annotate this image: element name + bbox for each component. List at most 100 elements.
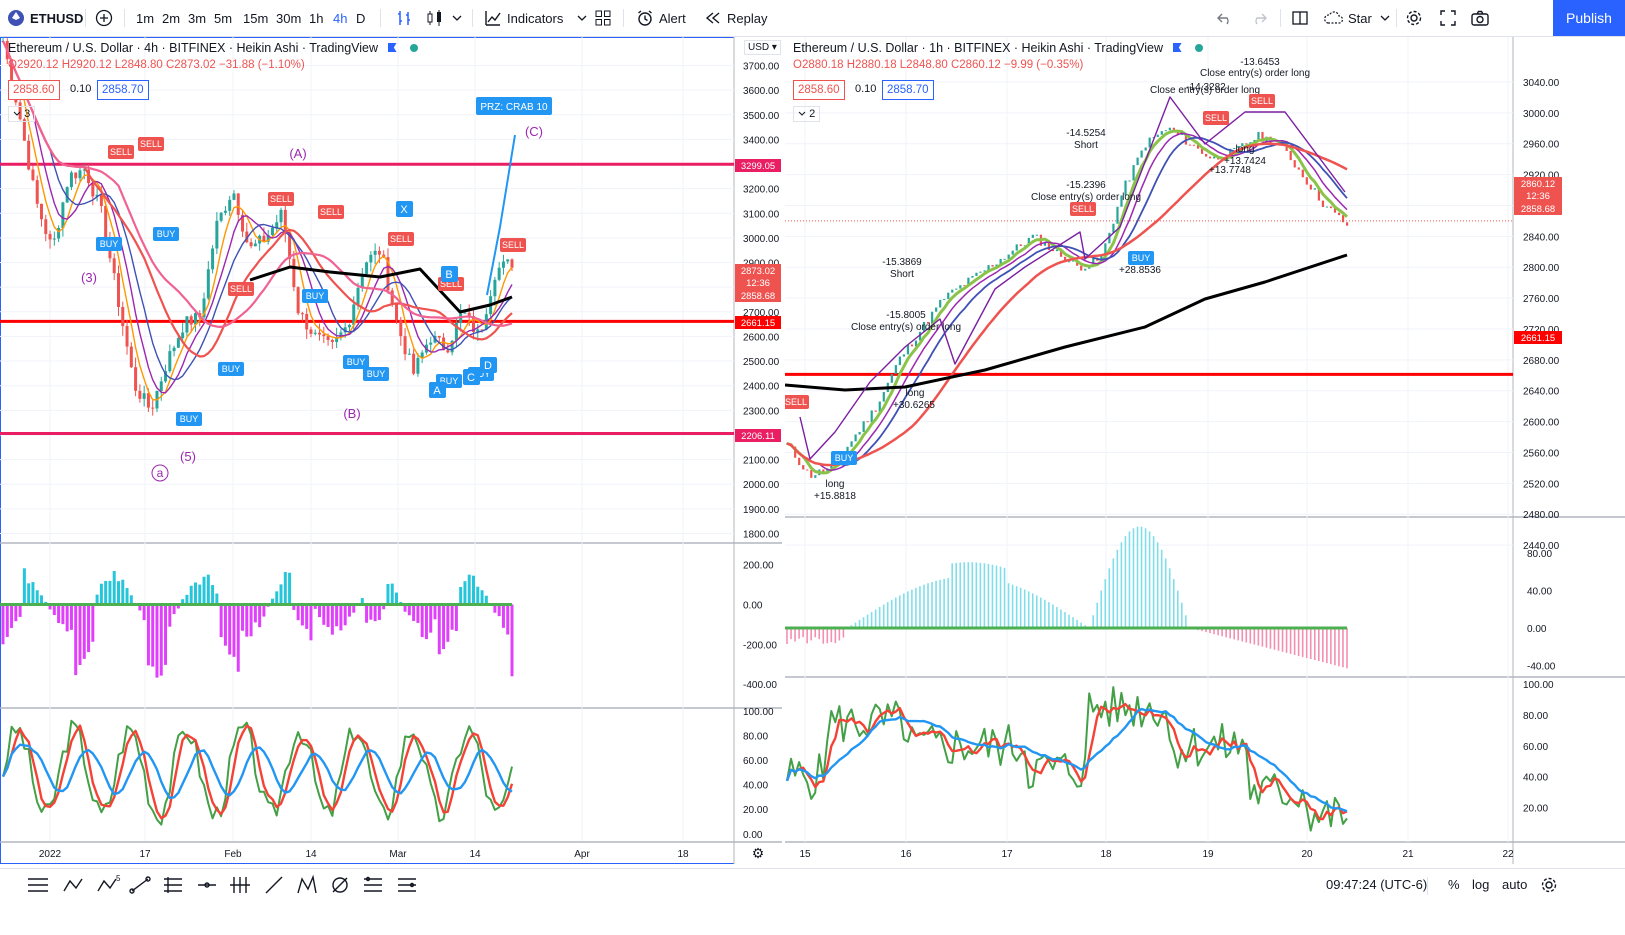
xabcd-tool-icon[interactable]	[297, 874, 317, 893]
candle	[822, 469, 825, 473]
interval-1h[interactable]: 1h	[309, 10, 324, 26]
candle	[480, 329, 484, 331]
left-ask-box[interactable]: 2858.70	[97, 80, 149, 100]
moving-average-line	[2, 40, 513, 358]
candle	[794, 446, 797, 458]
candle	[858, 431, 861, 435]
candle	[1160, 131, 1163, 135]
candle	[1257, 131, 1260, 140]
log-toggle[interactable]: log	[1472, 877, 1490, 892]
gann-tool-icon[interactable]	[332, 876, 348, 893]
signal-box	[343, 355, 369, 369]
trade-annotation: -14.3282	[1186, 82, 1226, 93]
elliott-tool-icon[interactable]: 5	[97, 874, 121, 891]
save-layout-button[interactable]: Star	[1322, 0, 1390, 36]
compare-button[interactable]	[95, 0, 113, 36]
right-chart-pane[interactable]: 3040.003000.002960.002920.002880.002840.…	[785, 37, 1625, 864]
price-tick: 2680.00	[1523, 356, 1560, 367]
candle	[1313, 188, 1316, 190]
price-tick: 3500.00	[743, 111, 780, 122]
fib-tool-icon[interactable]	[164, 876, 182, 893]
candle	[1144, 147, 1147, 151]
settings-button[interactable]	[1405, 0, 1423, 36]
left-bid-box[interactable]: 2858.60	[8, 80, 60, 100]
chart-type-button[interactable]	[396, 0, 412, 36]
candle	[181, 332, 185, 339]
price-tick: 3000.00	[743, 234, 780, 245]
alert-button[interactable]: Alert	[636, 0, 686, 36]
indicators-button[interactable]: Indicators	[484, 0, 587, 36]
left-chart-canvas[interactable]: 3700.003600.003500.003400.003300.003200.…	[0, 37, 782, 864]
symbol-search[interactable]: ETHUSD	[8, 0, 83, 36]
candle	[369, 254, 373, 263]
publish-button[interactable]: Publish	[1553, 0, 1625, 36]
candle	[1023, 245, 1026, 247]
layout-button[interactable]	[1291, 0, 1309, 36]
signal-box	[388, 232, 414, 246]
right-indicator-toggle[interactable]: 2	[793, 106, 821, 122]
trade-annotation: Close entry(s) order long	[851, 322, 961, 333]
trend-line-icon[interactable]	[129, 875, 151, 894]
wave-label: (3)	[81, 270, 97, 285]
position-tool-icon[interactable]	[398, 877, 416, 892]
auto-toggle[interactable]: auto	[1502, 877, 1528, 892]
candle	[476, 329, 480, 332]
interval-2m[interactable]: 2m	[162, 10, 181, 26]
right-chart-canvas[interactable]: 3040.003000.002960.002920.002880.002840.…	[785, 37, 1625, 864]
candle	[802, 465, 805, 470]
chart-settings-button[interactable]	[1540, 868, 1558, 901]
candle	[995, 264, 998, 267]
interval-4h[interactable]: 4h	[333, 10, 348, 26]
signal-label: SELL	[140, 139, 162, 149]
candle	[1196, 144, 1200, 149]
signal-box	[108, 145, 134, 159]
candle	[979, 271, 982, 273]
axis-price-tag	[735, 289, 781, 302]
right-ask-box[interactable]: 2858.70	[882, 80, 934, 100]
horizontal-line-icon[interactable]	[198, 881, 216, 888]
interval-1m[interactable]: 1m	[136, 10, 155, 26]
candle	[1035, 234, 1038, 236]
candle	[1124, 180, 1127, 196]
redo-button[interactable]	[1250, 0, 1268, 36]
percent-toggle[interactable]: %	[1448, 877, 1460, 892]
candle	[326, 336, 330, 340]
left-chart-pane[interactable]: 3700.003600.003500.003400.003300.003200.…	[0, 37, 782, 864]
gear-icon	[1406, 10, 1422, 26]
pattern-tool-icon[interactable]	[63, 878, 83, 891]
chevron-down-icon[interactable]	[452, 0, 462, 36]
ray-tool-icon[interactable]	[265, 876, 283, 893]
interval-30m[interactable]: 30m	[276, 10, 302, 26]
left-ohlc: O2920.12 H2920.12 L2848.80 C2873.02 −31.…	[8, 59, 305, 71]
interval-5m[interactable]: 5m	[214, 10, 233, 26]
fullscreen-button[interactable]	[1439, 0, 1457, 36]
moving-average-line	[2, 40, 513, 381]
interval-15m[interactable]: 15m	[243, 10, 269, 26]
price-tick: 2960.00	[1523, 140, 1560, 151]
interval-d[interactable]: D	[356, 10, 366, 26]
candle	[172, 347, 176, 352]
time-label: 18	[677, 849, 689, 860]
undo-button[interactable]	[1216, 0, 1234, 36]
rsi-mid-line	[785, 702, 1348, 821]
candle	[292, 258, 296, 288]
candles-button[interactable]	[426, 0, 444, 36]
alarm-clock-icon	[638, 10, 652, 26]
right-bid-box[interactable]: 2858.60	[793, 80, 845, 100]
trade-annotation: Close entry(s) order long	[1200, 68, 1310, 79]
lines-tool-icon[interactable]	[28, 877, 48, 892]
snapshot-button[interactable]	[1470, 0, 1490, 36]
channel-tool-icon[interactable]	[364, 876, 382, 892]
measure-tool-icon[interactable]	[230, 876, 250, 893]
templates-button[interactable]	[594, 0, 612, 36]
candle	[236, 193, 240, 215]
replay-button[interactable]: Replay	[704, 0, 767, 36]
axis-price-tag	[735, 316, 781, 329]
candle	[971, 275, 974, 278]
left-indicator-toggle[interactable]: 3	[8, 106, 36, 122]
pattern-label: PRZ: CRAB 10	[480, 102, 548, 113]
currency-button[interactable]: USD ▾	[744, 40, 781, 55]
bars-icon	[398, 11, 410, 25]
interval-3m[interactable]: 3m	[188, 10, 207, 26]
candle	[1200, 148, 1204, 154]
